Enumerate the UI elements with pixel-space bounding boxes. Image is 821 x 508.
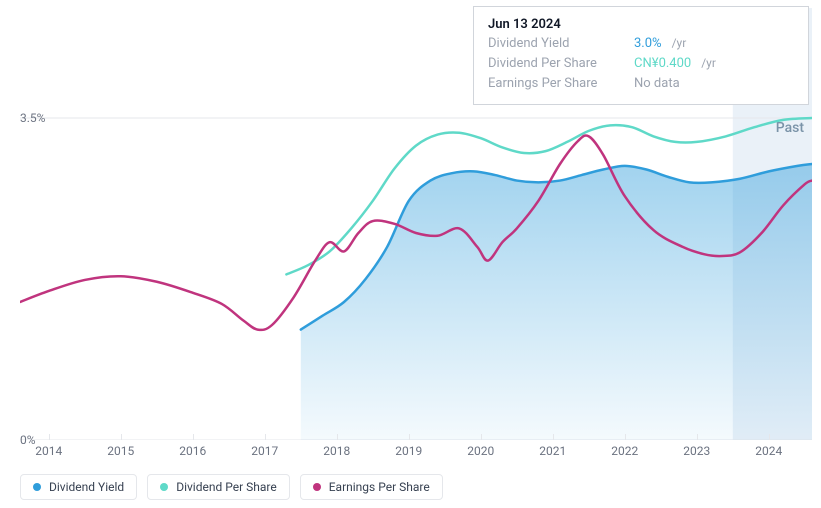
tooltip-row: Dividend Per Share CN¥0.400/yr <box>488 54 794 74</box>
x-tick-label: 2022 <box>611 444 638 458</box>
tooltip-value: 3.0% <box>634 34 662 54</box>
tooltip-row: Dividend Yield 3.0% /yr <box>488 34 794 54</box>
tooltip-value: CN¥0.400 <box>634 54 691 74</box>
legend-dot-icon <box>160 483 168 491</box>
legend-label: Dividend Per Share <box>176 480 277 494</box>
legend: Dividend Yield Dividend Per Share Earnings… <box>20 474 443 500</box>
tooltip-row: Earnings Per Share No data <box>488 74 794 94</box>
y-tick-label: 3.5% <box>20 111 68 125</box>
legend-item[interactable]: Dividend Yield <box>20 474 137 500</box>
x-axis: 2014 2015 2016 2017 2018 2019 2020 2021 2022 2023… <box>20 440 812 460</box>
data-tooltip: Jun 13 2024 Dividend Yield3.0%/yrDividen… <box>473 6 809 105</box>
tooltip-date: Jun 13 2024 <box>488 17 794 32</box>
tooltip-suffix: /yr <box>701 54 716 73</box>
legend-label: Dividend Yield <box>49 480 124 494</box>
x-tick-label: 2023 <box>683 444 710 458</box>
x-tick-label: 2015 <box>107 444 134 458</box>
x-tick-label: 2024 <box>755 444 782 458</box>
tooltip-value: No data <box>634 74 680 94</box>
tooltip-label: Dividend Per Share <box>488 54 626 74</box>
x-tick-label: 2016 <box>179 444 206 458</box>
tooltip-suffix: /yr <box>672 34 687 53</box>
legend-item[interactable]: Earnings Per Share <box>300 474 443 500</box>
x-tick-label: 2019 <box>395 444 422 458</box>
x-tick-label: 2018 <box>323 444 350 458</box>
legend-item[interactable]: Dividend Per Share <box>147 474 290 500</box>
svg-text:Past: Past <box>776 120 805 136</box>
x-tick-label: 2020 <box>467 444 494 458</box>
legend-dot-icon <box>33 483 41 491</box>
x-tick-label: 2017 <box>251 444 278 458</box>
legend-dot-icon <box>313 483 321 491</box>
tooltip-label: Earnings Per Share <box>488 74 626 94</box>
x-tick-label: 2014 <box>35 444 62 458</box>
x-tick-label: 2021 <box>539 444 566 458</box>
legend-label: Earnings Per Share <box>329 480 430 494</box>
dividend-chart: Past 0%3.5% 2014201520162017201820192020… <box>0 0 821 508</box>
tooltip-label: Dividend Yield <box>488 34 626 54</box>
